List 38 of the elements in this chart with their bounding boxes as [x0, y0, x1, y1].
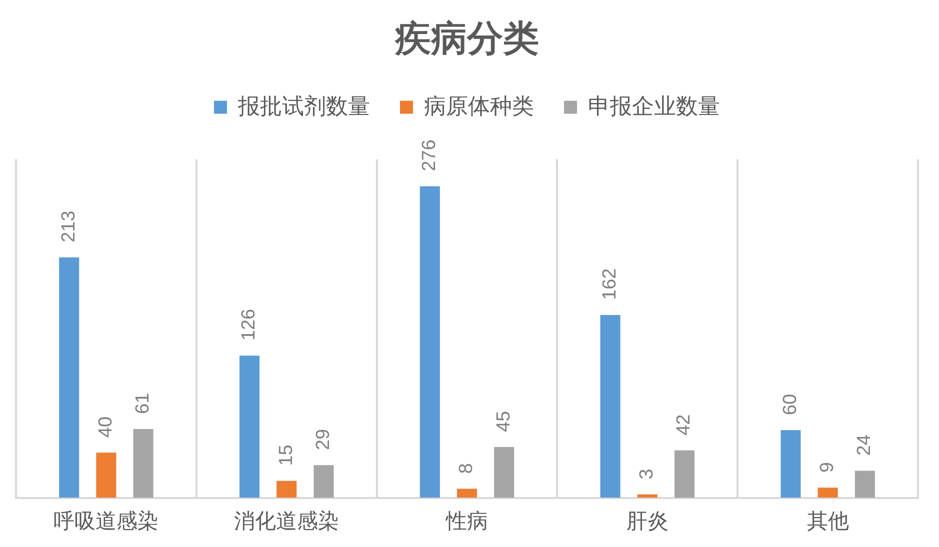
chart-title: 疾病分类 — [394, 18, 539, 59]
data-label: 40 — [95, 416, 116, 438]
data-label: 162 — [600, 268, 621, 300]
bar — [600, 314, 620, 498]
x-tick-label: 消化道感染 — [234, 510, 340, 534]
bar — [854, 470, 875, 498]
data-label: 45 — [493, 410, 514, 432]
bar — [239, 356, 260, 498]
data-label: 42 — [674, 414, 695, 436]
bar — [456, 488, 478, 498]
bar — [674, 450, 695, 498]
legend-label: 申报企业数量 — [588, 93, 720, 118]
bar — [133, 428, 154, 498]
bar — [314, 465, 334, 498]
data-label: 3 — [636, 468, 658, 480]
bar — [420, 186, 440, 498]
bar — [818, 488, 838, 498]
data-label: 9 — [817, 462, 838, 473]
data-label: 60 — [780, 394, 801, 416]
bar — [276, 480, 297, 498]
data-label: 126 — [238, 308, 260, 341]
legend-label: 病原体种类 — [424, 93, 534, 118]
data-label: 8 — [456, 463, 478, 474]
data-label: 276 — [419, 140, 440, 172]
data-label: 24 — [854, 434, 876, 456]
data-label: 15 — [276, 444, 297, 466]
x-tick-label: 肝炎 — [626, 510, 668, 534]
x-tick-label: 性病 — [445, 510, 488, 534]
data-label: 29 — [312, 428, 334, 450]
x-tick-label: 其他 — [806, 510, 849, 534]
bar — [96, 452, 116, 498]
legend-label: 报批试剂数量 — [237, 93, 370, 118]
data-label: 61 — [132, 392, 154, 414]
x-tick-label: 呼吸道感染 — [54, 510, 159, 534]
bar — [780, 430, 801, 498]
bar — [494, 447, 514, 498]
data-label: 213 — [58, 210, 80, 242]
bar — [59, 257, 80, 498]
